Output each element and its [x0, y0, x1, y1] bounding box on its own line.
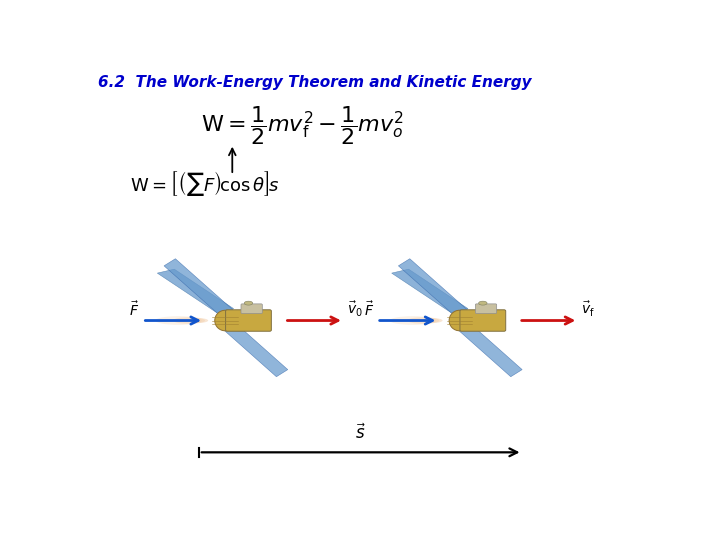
- Polygon shape: [222, 321, 288, 377]
- FancyBboxPatch shape: [225, 310, 271, 331]
- Ellipse shape: [156, 316, 202, 325]
- Ellipse shape: [423, 318, 443, 323]
- Ellipse shape: [215, 310, 235, 331]
- Ellipse shape: [408, 317, 439, 324]
- Ellipse shape: [244, 301, 253, 305]
- Text: $\mathrm{W} = \left[\left(\sum F\right)\!\cos\theta\right]\!s$: $\mathrm{W} = \left[\left(\sum F\right)\…: [130, 169, 279, 198]
- Ellipse shape: [390, 316, 436, 325]
- Text: $\vec{v}_{0}$: $\vec{v}_{0}$: [347, 300, 363, 319]
- Polygon shape: [398, 259, 469, 319]
- FancyBboxPatch shape: [475, 304, 497, 313]
- Polygon shape: [164, 259, 235, 319]
- Ellipse shape: [449, 310, 470, 331]
- Ellipse shape: [174, 317, 205, 324]
- Polygon shape: [157, 269, 233, 313]
- Text: $\vec{F}$: $\vec{F}$: [364, 301, 374, 319]
- FancyBboxPatch shape: [241, 304, 262, 313]
- Text: $\mathrm{W} = \dfrac{1}{2}mv_{\mathrm{f}}^{2} - \dfrac{1}{2}mv_{o}^{2}$: $\mathrm{W} = \dfrac{1}{2}mv_{\mathrm{f}…: [201, 104, 403, 146]
- Text: $\vec{s}$: $\vec{s}$: [355, 424, 366, 443]
- Text: $\vec{F}$: $\vec{F}$: [130, 301, 140, 319]
- Text: 6.2  The Work-Energy Theorem and Kinetic Energy: 6.2 The Work-Energy Theorem and Kinetic …: [99, 75, 532, 90]
- Ellipse shape: [479, 301, 487, 305]
- Polygon shape: [456, 321, 522, 377]
- Text: $\vec{v}_{\mathrm{f}}$: $\vec{v}_{\mathrm{f}}$: [581, 300, 595, 319]
- Polygon shape: [392, 269, 468, 313]
- FancyBboxPatch shape: [460, 310, 505, 331]
- Ellipse shape: [189, 318, 208, 323]
